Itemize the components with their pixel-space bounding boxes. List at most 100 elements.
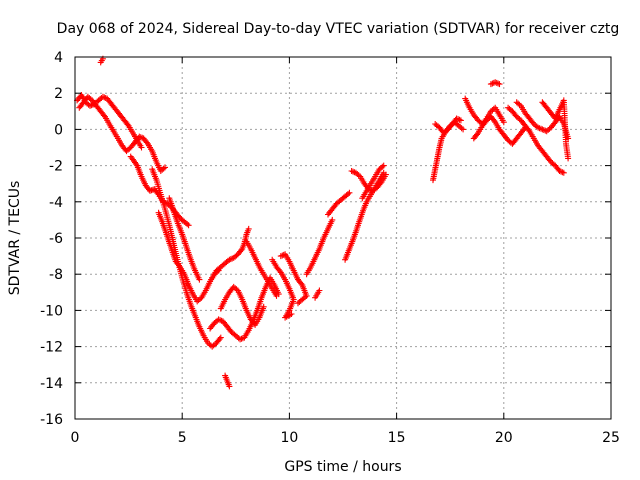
data-point [124, 121, 131, 128]
y-tick-label: -10 [40, 303, 63, 319]
y-tick-labels: 4 2 0 -2 -4 -6 -8 -10 -12 -14 -16 [40, 50, 63, 428]
data-point [260, 303, 267, 310]
data-point [474, 131, 480, 138]
x-tick-label: 10 [280, 430, 298, 446]
chart-title: Day 068 of 2024, Sidereal Day-to-day VTE… [57, 21, 620, 37]
data-point [279, 252, 286, 259]
axis-ticks [74, 56, 612, 420]
series-arc-mid-d [243, 238, 280, 299]
data-point [542, 127, 549, 134]
data-point [273, 292, 280, 299]
x-axis-label: GPS time / hours [284, 459, 401, 475]
data-point [350, 168, 356, 175]
series-arc-late-e [487, 79, 503, 88]
series-arc-late-d [470, 113, 529, 147]
data-point [184, 221, 191, 228]
y-tick-label: 4 [54, 50, 63, 66]
data-point [380, 162, 387, 169]
data-point [559, 169, 566, 176]
series-arc-late-b [432, 115, 464, 136]
data-point [535, 124, 542, 131]
data-point [226, 383, 233, 390]
series-arc-early-mid [76, 93, 168, 174]
data-point [346, 189, 353, 196]
grid-lines [75, 57, 611, 419]
data-point [196, 276, 203, 283]
series-arc-late-a [430, 119, 467, 184]
series-arc-late-h [539, 97, 572, 162]
data-point [296, 299, 303, 305]
data-point [217, 334, 224, 341]
data-point [539, 126, 546, 133]
series-arc-rising-f [359, 162, 387, 202]
data-point [525, 126, 532, 133]
data-point [99, 93, 106, 100]
data-point [298, 280, 305, 287]
data-point [276, 268, 283, 274]
series-arc-mid-f [277, 251, 310, 307]
data-point [538, 125, 544, 132]
data-point [558, 168, 564, 175]
series-arc-rising-b [312, 287, 323, 301]
data-point [238, 335, 245, 342]
data-point [379, 163, 386, 170]
x-tick-label: 5 [178, 430, 187, 446]
data-point [227, 256, 234, 263]
data-point [245, 225, 252, 232]
series-arc-mid-e [269, 256, 297, 321]
data-points [74, 55, 572, 390]
series-arc-descending-d [166, 195, 203, 283]
series-arc-rising-c [325, 189, 353, 218]
y-tick-label: -4 [49, 195, 63, 211]
y-tick-label: -16 [40, 412, 63, 428]
x-tick-label: 25 [602, 430, 620, 446]
data-point [565, 155, 572, 162]
data-point [500, 119, 507, 126]
data-point [237, 336, 244, 343]
data-point [288, 311, 295, 317]
data-point [143, 139, 150, 146]
x-tick-label: 0 [71, 430, 80, 446]
data-point [456, 116, 463, 123]
data-point [100, 112, 107, 119]
y-tick-label: -8 [49, 267, 63, 283]
data-point [455, 116, 462, 123]
data-point [226, 256, 233, 263]
series-arc-rising-a [303, 216, 336, 278]
data-point [295, 300, 301, 307]
data-point [348, 168, 355, 174]
data-point [316, 287, 323, 294]
data-point [493, 79, 500, 86]
y-tick-label: -6 [49, 231, 63, 247]
series-arc-mid-c [209, 225, 252, 281]
y-tick-label: -12 [40, 340, 63, 356]
data-point [489, 80, 496, 87]
y-axis-label: SDTVAR / TECUs [7, 181, 23, 296]
x-tick-label: 20 [495, 430, 513, 446]
data-point [176, 262, 182, 269]
data-point [382, 171, 389, 178]
series-arc-mid-b [217, 283, 267, 328]
x-tick-labels: 0 5 10 15 20 25 [71, 430, 620, 446]
data-point [217, 317, 224, 324]
data-point [491, 117, 498, 124]
data-point [238, 247, 245, 254]
data-point [162, 164, 168, 171]
series-arc-low [222, 372, 233, 390]
data-point [345, 191, 351, 197]
data-point [160, 165, 167, 172]
y-tick-label: -2 [49, 159, 63, 175]
data-point [457, 117, 464, 124]
data-point [136, 133, 143, 140]
series-arc-descending-b [149, 166, 224, 350]
y-tick-label: -14 [40, 376, 63, 392]
data-point [560, 169, 567, 176]
series-arc-late-f [505, 104, 567, 176]
y-tick-label: 2 [54, 86, 63, 102]
data-point [368, 187, 375, 194]
data-point [185, 222, 192, 229]
y-tick-label: 0 [54, 122, 63, 138]
data-point [460, 126, 467, 133]
data-point [216, 335, 223, 342]
